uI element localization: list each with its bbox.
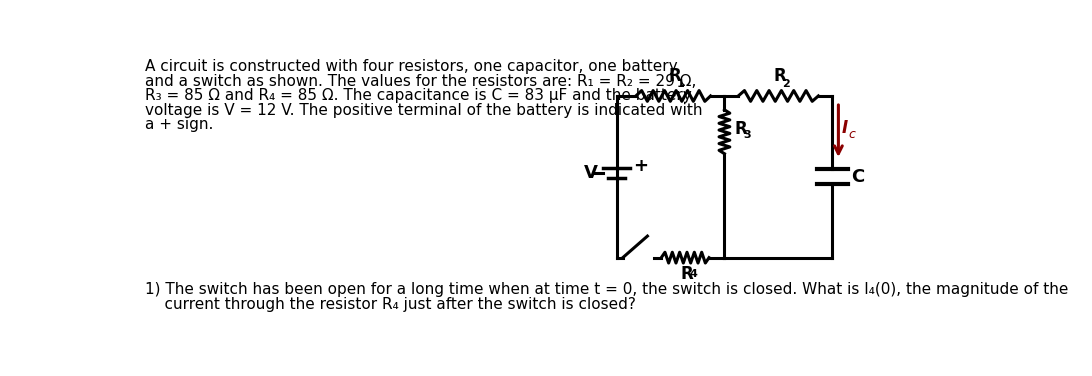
Text: 4: 4 [689, 269, 697, 279]
Text: R: R [668, 67, 681, 85]
Text: 2: 2 [782, 79, 790, 89]
Text: and a switch as shown. The values for the resistors are: R₁ = R₂ = 29 Ω,: and a switch as shown. The values for th… [145, 74, 697, 89]
Text: A circuit is constructed with four resistors, one capacitor, one battery: A circuit is constructed with four resis… [145, 59, 678, 74]
Text: 1: 1 [677, 79, 685, 89]
Text: 1) The switch has been open for a long time when at time t = 0, the switch is cl: 1) The switch has been open for a long t… [145, 282, 1069, 297]
Text: R₃ = 85 Ω and R₄ = 85 Ω. The capacitance is C = 83 μF and the battery: R₃ = 85 Ω and R₄ = 85 Ω. The capacitance… [145, 88, 692, 103]
Text: a + sign.: a + sign. [145, 117, 214, 132]
Text: R: R [735, 120, 747, 138]
Text: V: V [584, 164, 598, 182]
Text: C: C [852, 168, 865, 186]
Text: R: R [680, 265, 693, 284]
Text: current through the resistor R₄ just after the switch is closed?: current through the resistor R₄ just aft… [145, 297, 637, 312]
Text: I: I [842, 119, 847, 137]
Text: +: + [632, 157, 648, 175]
Text: 3: 3 [743, 130, 750, 140]
Text: R: R [774, 67, 786, 85]
Text: voltage is V = 12 V. The positive terminal of the battery is indicated with: voltage is V = 12 V. The positive termin… [145, 103, 703, 118]
Text: c: c [848, 127, 855, 141]
